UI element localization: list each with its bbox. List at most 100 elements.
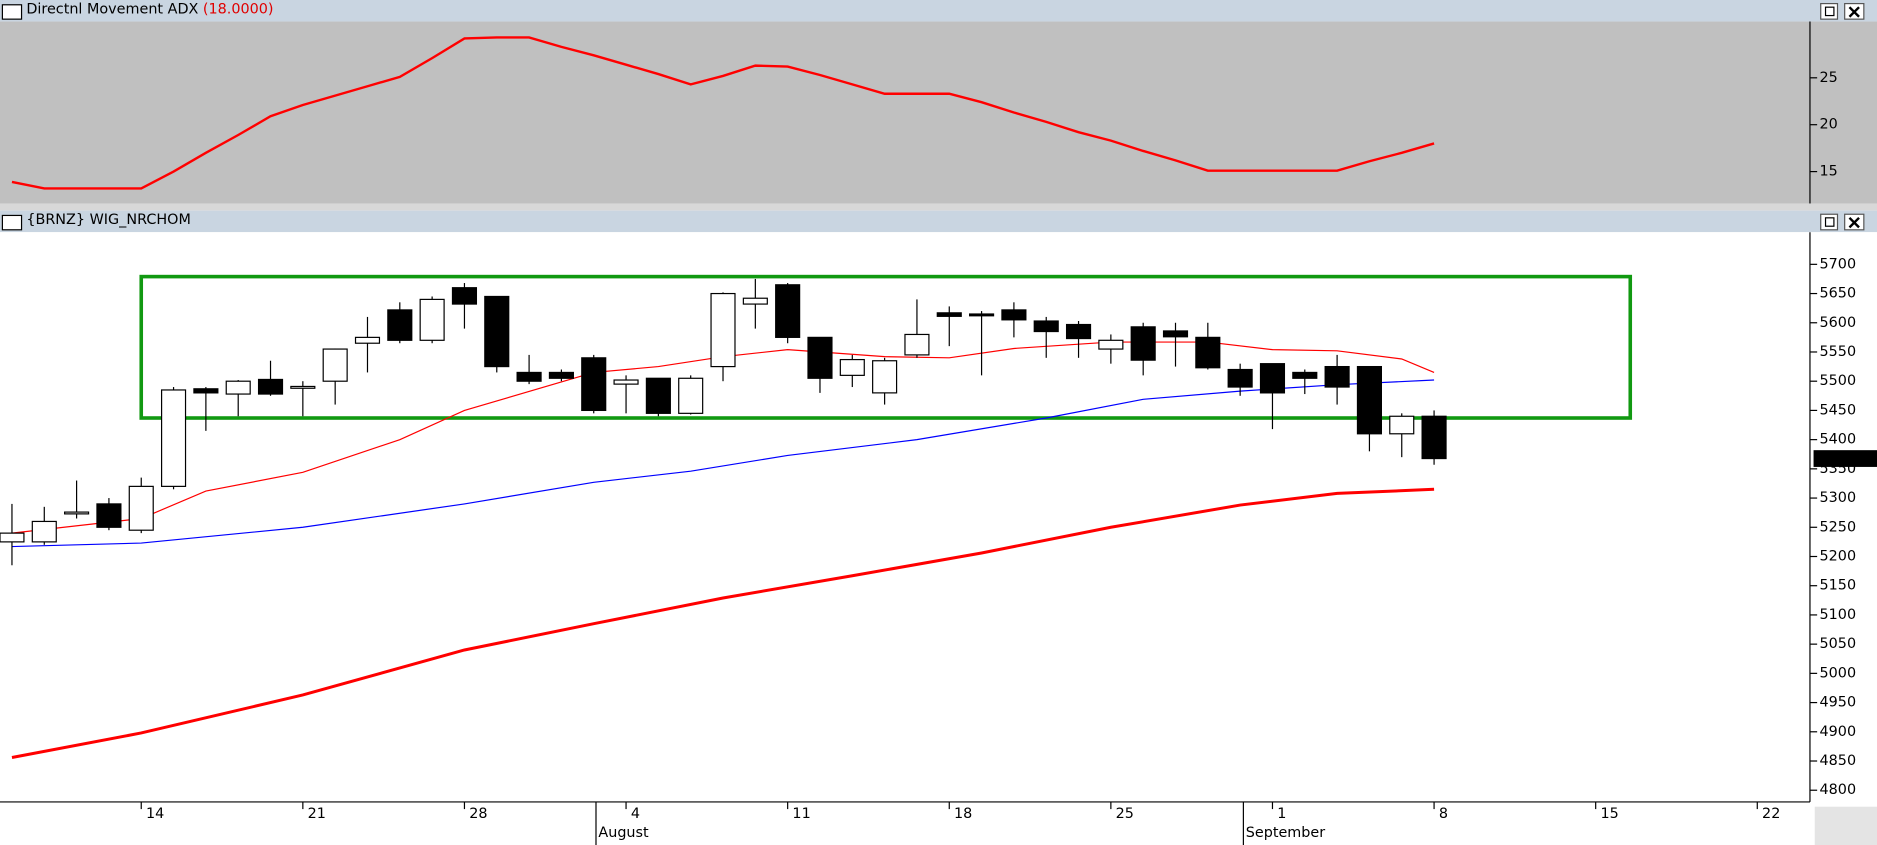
x-tick-label: 14 — [146, 806, 164, 822]
title-bar — [0, 210, 1877, 233]
candle-body — [516, 371, 542, 382]
y-tick-label: 5200 — [1820, 548, 1857, 564]
candle-body — [1389, 415, 1415, 435]
y-tick-label: 4850 — [1820, 753, 1857, 769]
y-tick-label: 5050 — [1820, 636, 1857, 652]
moving-average — [11, 341, 1435, 534]
candle-body — [1259, 363, 1286, 394]
y-tick-label: 15 — [1820, 164, 1838, 180]
y-tick-label: 4900 — [1820, 724, 1857, 740]
last-price-label: 5367.620 — [1816, 451, 1877, 467]
y-tick-label: 4950 — [1820, 695, 1857, 711]
candle-body — [193, 388, 219, 394]
candle-body — [1292, 371, 1318, 379]
maximize-icon — [1824, 217, 1835, 227]
y-tick-label: 5150 — [1820, 578, 1857, 594]
month-label: September — [1246, 825, 1325, 841]
panel-title: {BRNZ} WIG_NRCHOM — [26, 212, 191, 228]
candle-body — [451, 287, 478, 305]
candle-body — [742, 297, 768, 305]
maximize-icon — [1824, 6, 1835, 17]
x-tick-label: 4 — [631, 806, 640, 822]
y-tick-label: 5100 — [1820, 607, 1857, 623]
month-label: August — [598, 825, 649, 841]
y-tick-label: 5450 — [1820, 402, 1857, 418]
candle-body — [1421, 415, 1447, 460]
x-tick-label: 8 — [1439, 806, 1448, 822]
plot-area — [0, 21, 1877, 204]
candle-body — [807, 336, 833, 379]
candle-body — [581, 357, 607, 412]
plot-area — [0, 232, 1877, 845]
candle-body — [1130, 326, 1156, 361]
y-tick-label: 5550 — [1820, 344, 1857, 360]
panel-icon — [1, 4, 23, 20]
candle-body — [419, 298, 445, 341]
candle-body — [225, 380, 251, 395]
candle-body — [1324, 365, 1350, 388]
y-tick-label: 5000 — [1820, 665, 1857, 681]
x-tick-label: 22 — [1762, 806, 1780, 822]
y-tick-label: 5600 — [1820, 315, 1857, 331]
candle-body — [1356, 365, 1383, 435]
separator — [0, 203, 1877, 211]
candle-body — [257, 378, 284, 395]
y-tick-label: 5250 — [1820, 519, 1857, 535]
candle-body — [96, 503, 122, 528]
candle-body — [839, 358, 865, 376]
maximize-button[interactable] — [1820, 2, 1839, 20]
last-price-box — [1813, 450, 1877, 467]
candle-body — [0, 532, 25, 543]
candle-body — [1065, 323, 1092, 340]
candle-body — [64, 511, 90, 515]
adx-line — [11, 36, 1435, 190]
candle-body — [160, 389, 187, 487]
candle-body — [31, 520, 57, 543]
close-icon — [1848, 216, 1860, 229]
panel-title: Directnl Movement ADX (18.0000) — [26, 2, 273, 18]
candle-body — [387, 309, 413, 341]
candle-body — [1227, 368, 1253, 388]
maximize-button[interactable] — [1820, 213, 1839, 231]
moving-average — [11, 487, 1435, 759]
y-tick-label: 5650 — [1820, 286, 1857, 302]
close-icon — [1848, 6, 1860, 18]
y-tick-label: 5300 — [1820, 490, 1857, 506]
candle-body — [1098, 339, 1124, 350]
y-tick-label: 5500 — [1820, 373, 1857, 389]
candle-body — [936, 312, 962, 317]
candle-body — [678, 377, 704, 414]
candle-body — [1195, 336, 1221, 369]
x-tick-label: 15 — [1600, 806, 1618, 822]
candle-body — [128, 485, 154, 531]
candle-body — [872, 360, 898, 394]
corner — [1814, 806, 1877, 845]
x-tick-label: 18 — [954, 806, 972, 822]
candle-body — [1001, 309, 1027, 321]
x-tick-label: 28 — [469, 806, 487, 822]
candle-body — [354, 336, 381, 344]
y-tick-label: 20 — [1820, 117, 1838, 133]
x-tick-label: 21 — [308, 806, 326, 822]
panel-icon — [1, 214, 23, 231]
candle-body — [548, 371, 574, 379]
annotation-box — [139, 274, 1633, 420]
candle-body — [775, 284, 801, 338]
candle-body — [710, 292, 736, 368]
candle-body — [290, 385, 316, 389]
y-tick-label: 5400 — [1820, 432, 1857, 448]
x-tick-label: 25 — [1116, 806, 1134, 822]
candle-body — [969, 313, 995, 317]
candle-body — [645, 377, 671, 414]
candle-body — [322, 348, 348, 382]
candle-body — [484, 295, 510, 368]
candle-body — [1033, 320, 1059, 333]
y-tick-label: 25 — [1820, 70, 1838, 86]
y-tick-label: 4800 — [1820, 782, 1857, 798]
x-tick-label: 1 — [1277, 806, 1286, 822]
y-tick-label: 5700 — [1820, 256, 1857, 272]
x-tick-label: 11 — [792, 806, 810, 822]
candle-body — [1162, 330, 1189, 338]
